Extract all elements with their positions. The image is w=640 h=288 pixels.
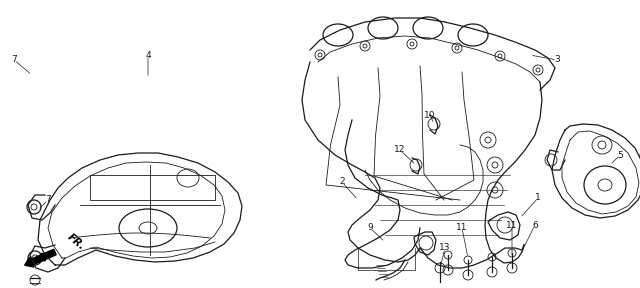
- Text: 13: 13: [439, 243, 451, 253]
- Text: 1: 1: [535, 194, 541, 202]
- Text: 5: 5: [617, 151, 623, 160]
- Text: 12: 12: [394, 145, 406, 154]
- Text: 11: 11: [456, 223, 468, 232]
- Text: 6: 6: [532, 221, 538, 230]
- Text: FR.: FR.: [65, 232, 86, 252]
- Text: 2: 2: [339, 177, 345, 187]
- Text: 10: 10: [424, 111, 436, 120]
- Text: 7: 7: [11, 56, 17, 65]
- Text: 3: 3: [554, 56, 560, 65]
- Text: 4: 4: [145, 50, 151, 60]
- Text: 9: 9: [367, 223, 373, 232]
- Text: 11: 11: [506, 221, 518, 230]
- Text: 7: 7: [45, 196, 51, 204]
- FancyArrow shape: [25, 249, 56, 267]
